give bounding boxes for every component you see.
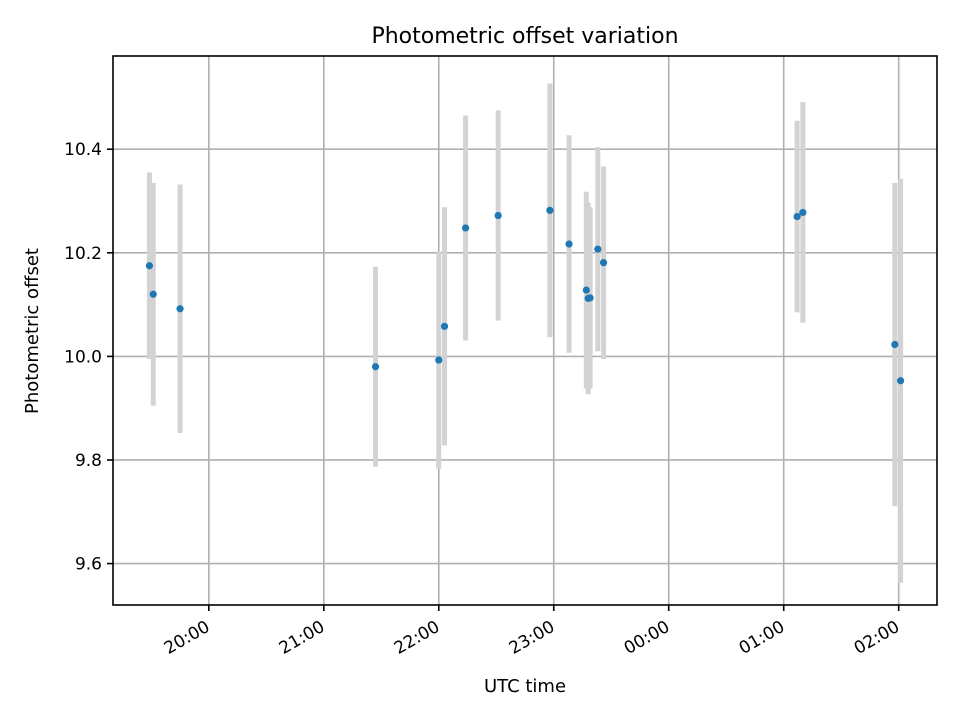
data-point [599, 259, 608, 267]
data-point [896, 377, 905, 385]
point-layer [145, 206, 905, 385]
data-point [371, 363, 380, 371]
data-point [435, 356, 443, 364]
plot-frame [112, 55, 938, 606]
data-point [891, 340, 899, 349]
data-point [461, 224, 470, 232]
y-tick-label: 9.8 [75, 451, 102, 471]
data-point [440, 322, 449, 330]
data-point [149, 290, 157, 298]
data-point [582, 286, 590, 294]
y-tick-label: 10.2 [64, 244, 102, 264]
data-point [799, 208, 807, 217]
x-axis-label: UTC time [484, 676, 566, 697]
data-point [145, 262, 154, 270]
data-point [494, 211, 502, 220]
y-tick-label: 9.6 [75, 555, 102, 575]
data-point [586, 294, 594, 302]
data-point [565, 240, 573, 248]
y-axis-label: Photometric offset [22, 248, 43, 414]
plot-area-background [113, 56, 937, 605]
data-point [594, 245, 602, 253]
chart-title: Photometric offset variation [371, 24, 678, 49]
data-point [793, 212, 801, 221]
data-point [546, 206, 554, 214]
y-tick-label: 10.4 [64, 140, 102, 160]
y-tick-label: 10.0 [64, 347, 102, 367]
data-point [176, 305, 184, 313]
